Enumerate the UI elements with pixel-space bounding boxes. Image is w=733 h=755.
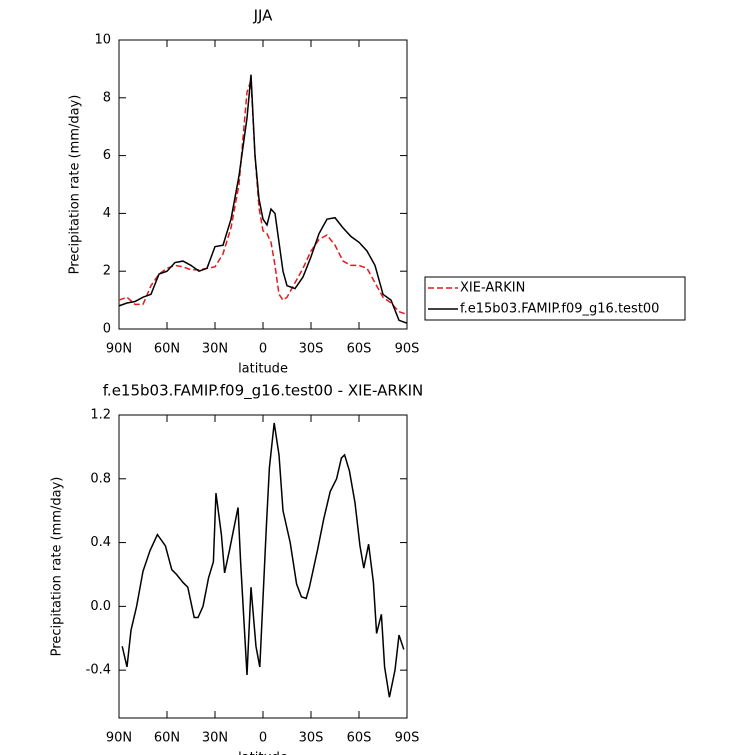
y-tick-label: 1.2 xyxy=(90,408,111,423)
y-tick-label: 8 xyxy=(103,90,111,105)
x-tick-label: 0 xyxy=(259,731,267,746)
data-line xyxy=(118,74,408,324)
x-tick-label: 30N xyxy=(202,342,228,357)
x-axis-label: latitude xyxy=(238,751,288,755)
legend-label: f.e15b03.FAMIP.f09_g16.test00 xyxy=(460,302,659,317)
x-tick-label: 30S xyxy=(299,342,324,357)
x-tick-label: 30N xyxy=(202,731,228,746)
legend-box xyxy=(424,276,686,321)
x-tick-label: 60S xyxy=(347,731,372,746)
y-tick-label: -0.4 xyxy=(86,663,111,678)
x-tick-label: 90N xyxy=(106,342,132,357)
y-tick-label: 0 xyxy=(103,322,111,337)
chart-title: JJA xyxy=(253,7,274,25)
x-tick-label: 60S xyxy=(347,342,372,357)
data-line xyxy=(118,80,408,316)
x-tick-label: 60N xyxy=(154,342,180,357)
y-tick-label: 0.8 xyxy=(90,471,111,486)
x-tick-label: 0 xyxy=(259,342,267,357)
y-tick-label: 6 xyxy=(103,148,111,163)
x-tick-label: 60N xyxy=(154,731,180,746)
y-tick-label: 10 xyxy=(94,33,111,48)
y-axis-label: Precipitation rate (mm/day) xyxy=(50,477,65,657)
x-axis-label: latitude xyxy=(238,362,288,377)
x-tick-label: 90N xyxy=(106,731,132,746)
data-line xyxy=(121,422,405,698)
x-tick-label: 30S xyxy=(299,731,324,746)
plot-frame xyxy=(118,39,408,330)
y-axis-label: Precipitation rate (mm/day) xyxy=(68,95,83,275)
x-tick-label: 90S xyxy=(395,342,420,357)
chart-title: f.e15b03.FAMIP.f09_g16.test00 - XIE-ARKI… xyxy=(103,382,424,401)
y-tick-label: 0.0 xyxy=(90,599,111,614)
legend-label: XIE-ARKIN xyxy=(460,281,525,296)
y-tick-label: 2 xyxy=(103,264,111,279)
y-tick-label: 4 xyxy=(103,206,111,221)
y-tick-label: 0.4 xyxy=(90,535,111,550)
x-tick-label: 90S xyxy=(395,731,420,746)
